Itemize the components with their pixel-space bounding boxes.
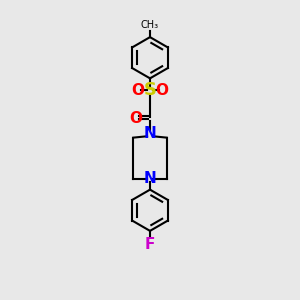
Text: O: O <box>129 111 142 126</box>
Text: N: N <box>144 171 156 186</box>
Text: F: F <box>145 237 155 252</box>
Text: O: O <box>156 82 169 98</box>
Text: O: O <box>131 82 144 98</box>
Text: CH₃: CH₃ <box>141 20 159 30</box>
Text: S: S <box>143 81 157 99</box>
Text: N: N <box>144 126 156 141</box>
